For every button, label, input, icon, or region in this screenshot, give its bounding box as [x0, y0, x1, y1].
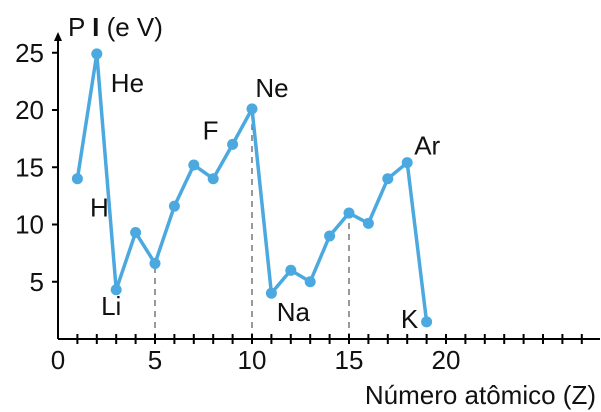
data-point [247, 103, 258, 114]
data-point [266, 288, 277, 299]
data-point [363, 218, 374, 229]
data-point [402, 157, 413, 168]
element-label-ne: Ne [255, 73, 288, 103]
y-axis-title-prefix: P [68, 12, 92, 42]
element-label-h: H [90, 193, 109, 223]
data-point [150, 258, 161, 269]
data-point [324, 230, 335, 241]
data-point [188, 159, 199, 170]
y-tick-label: 5 [30, 267, 44, 297]
element-label-li: Li [101, 291, 121, 321]
y-axis-title-unit: (e V) [99, 12, 163, 42]
y-axis-title: P I (e V) [68, 12, 163, 42]
y-tick-label: 20 [15, 95, 44, 125]
y-tick-label: 25 [15, 38, 44, 68]
data-point [91, 48, 102, 59]
data-point [305, 276, 316, 287]
y-tick-label: 10 [15, 210, 44, 240]
x-tick-label: 0 [51, 345, 65, 375]
x-tick-label: 5 [148, 345, 162, 375]
data-point [169, 201, 180, 212]
point-labels: H He Li F Ne Na Ar K [90, 68, 441, 334]
data-point [72, 173, 83, 184]
reference-lines [155, 109, 349, 339]
x-axis-title: Número atômico (Z) [365, 380, 596, 410]
element-label-ar: Ar [414, 131, 440, 161]
element-label-k: K [401, 304, 419, 334]
y-tick-label: 15 [15, 152, 44, 182]
element-label-f: F [203, 115, 219, 145]
data-point [130, 227, 141, 238]
data-point [227, 139, 238, 150]
data-point [421, 316, 432, 327]
element-label-na: Na [277, 297, 311, 327]
x-tick-label: 10 [238, 345, 267, 375]
element-label-he: He [111, 68, 144, 98]
x-tick-label: 20 [432, 345, 461, 375]
y-axis-title-symbol: I [92, 12, 99, 42]
data-point [208, 173, 219, 184]
data-point [344, 208, 355, 219]
y-axis-arrow-icon [54, 32, 62, 41]
x-tick-label: 15 [335, 345, 364, 375]
data-point [382, 173, 393, 184]
data-point [285, 265, 296, 276]
